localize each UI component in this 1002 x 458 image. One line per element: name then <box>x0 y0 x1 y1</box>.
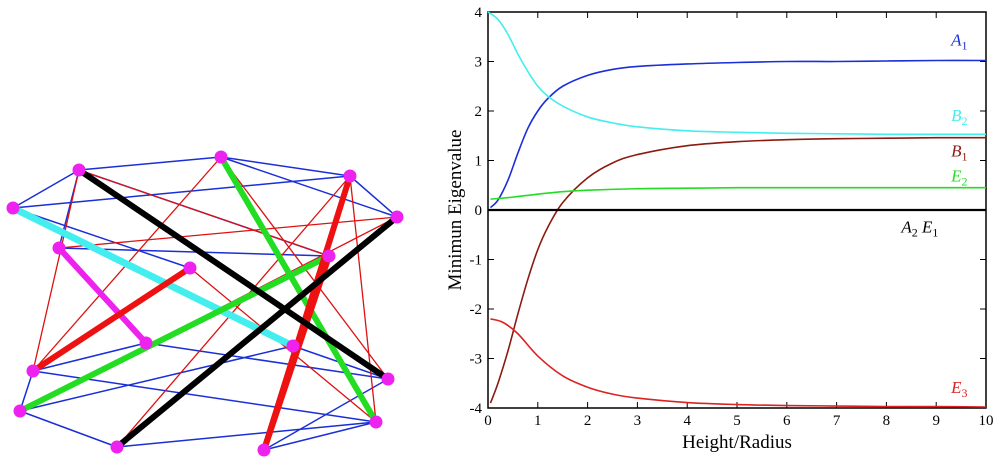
edge-red-thin-6 <box>32 169 80 372</box>
edge-red-thick-2 <box>261 253 332 453</box>
vertex-v5 <box>52 241 66 255</box>
y-tick-label-0: -4 <box>470 401 483 417</box>
vertex-v9 <box>286 339 300 353</box>
x-tick-label-7: 7 <box>833 413 841 429</box>
vertex-v13 <box>369 415 383 429</box>
series-label-a2-e1: A2 E1 <box>900 217 938 239</box>
y-tick-label-6: 2 <box>475 104 483 120</box>
vertex-v4 <box>390 210 404 224</box>
vertex-v15 <box>257 443 271 457</box>
edge-black-1 <box>114 214 400 450</box>
x-tick-label-6: 6 <box>783 413 791 429</box>
series-line-a1 <box>489 59 987 209</box>
edge-red-thin-4 <box>349 175 377 423</box>
y-tick-label-5: 1 <box>475 154 483 170</box>
edge-black-0 <box>76 167 391 382</box>
edge-blue-2 <box>12 207 191 269</box>
edge-red-thick-0 <box>30 265 193 374</box>
edge-red-thin-2 <box>58 216 398 249</box>
series-line-e2 <box>490 186 986 200</box>
vertex-v10 <box>26 364 40 378</box>
y-tick-label-7: 3 <box>475 55 483 71</box>
x-axis-label: Height/Radius <box>682 432 792 453</box>
edge-blue-1 <box>12 175 351 209</box>
y-axis-label: Minimun Eigenvalue <box>445 130 466 291</box>
edge-blue-11 <box>145 342 389 380</box>
vertex-v8 <box>139 336 153 350</box>
edge-green-1 <box>17 253 332 414</box>
edge-blue-0 <box>12 169 80 209</box>
edge-blue-13 <box>19 370 34 412</box>
x-tick-label-4: 4 <box>683 413 691 429</box>
y-tick-label-4: 0 <box>475 203 483 219</box>
y-ticks: -4 -3 -2 -1 0 1 2 3 4 <box>470 5 986 417</box>
series-line-b2 <box>487 11 986 136</box>
edge-magenta-0 <box>56 245 149 346</box>
series-line-b1 <box>489 136 987 404</box>
edge-blue-15 <box>116 421 377 448</box>
edge-blue-3 <box>78 156 222 171</box>
x-tick-label-9: 9 <box>932 413 940 429</box>
edge-blue-19 <box>19 345 294 412</box>
vertex-v6 <box>183 261 197 275</box>
edge-blue-10 <box>32 342 147 372</box>
x-tick-label-2: 2 <box>584 413 592 429</box>
x-ticks: 0 1 2 3 4 5 6 7 8 9 10 <box>484 12 994 429</box>
vertex-v11 <box>381 372 395 386</box>
edge-blue-5 <box>220 156 398 218</box>
x-tick-label-10: 10 <box>979 413 994 429</box>
series-label-e2: E2 <box>950 166 967 188</box>
x-tick-label-0: 0 <box>484 413 492 429</box>
x-tick-label-8: 8 <box>883 413 891 429</box>
edge-cyan-0 <box>9 204 297 350</box>
series-lines <box>487 11 987 408</box>
x-tick-label-3: 3 <box>634 413 642 429</box>
x-tick-label-5: 5 <box>733 413 741 429</box>
series-label-a1: A1 <box>950 31 967 53</box>
vertex-v7 <box>322 249 336 263</box>
vertex-v12 <box>13 404 27 418</box>
x-tick-label-1: 1 <box>534 413 542 429</box>
edge-blue-7 <box>349 175 398 218</box>
vertex-v1 <box>72 163 86 177</box>
series-label-e3: E3 <box>950 378 967 400</box>
edge-red-thin-1 <box>78 169 330 257</box>
y-tick-label-1: -3 <box>470 352 483 368</box>
vertex-v14 <box>110 440 124 454</box>
graph-diagram <box>6 150 404 457</box>
edge-blue-17 <box>263 421 377 451</box>
series-line-e3 <box>490 318 987 408</box>
edge-blue-18 <box>32 370 377 423</box>
series-label-b1: B1 <box>951 142 967 164</box>
y-tick-label-3: -1 <box>470 253 483 269</box>
edge-blue-6 <box>220 156 351 177</box>
edge-green-0 <box>218 154 379 425</box>
vertex-v0 <box>6 201 20 215</box>
edge-red-thin-9 <box>116 175 351 448</box>
edge-red-thin-7 <box>189 267 377 423</box>
y-tick-label-2: -2 <box>470 302 483 318</box>
series-label-b2: B2 <box>951 106 967 128</box>
y-tick-label-8: 4 <box>475 5 483 21</box>
edge-blue-14 <box>19 410 118 448</box>
vertex-v3 <box>343 169 357 183</box>
vertex-v2 <box>214 150 228 164</box>
